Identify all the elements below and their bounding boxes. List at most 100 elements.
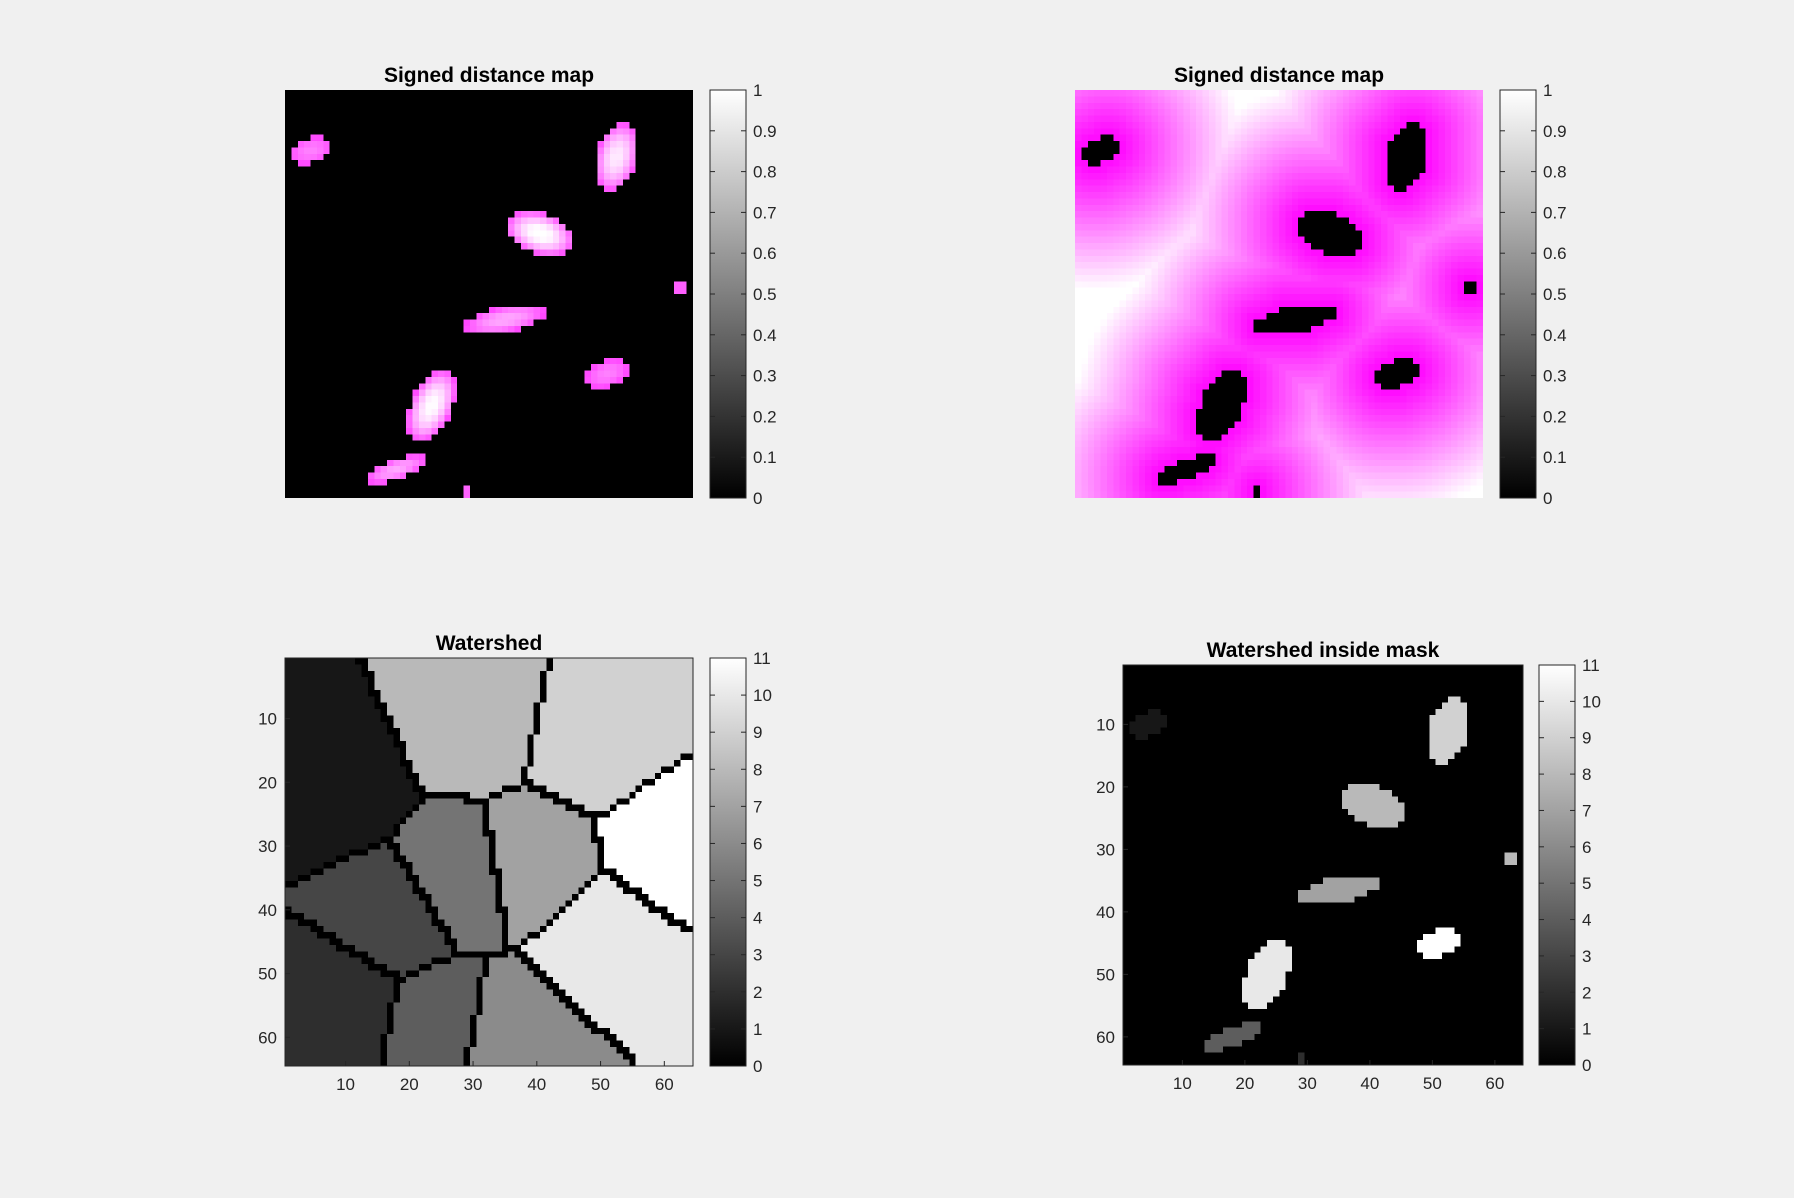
colorbar-frame [1538,664,1576,1066]
x-tick-label: 50 [1423,1074,1442,1093]
colorbar-tick-label: 1 [753,1020,762,1039]
plot-title: Signed distance map [384,64,594,87]
y-tick-label: 20 [1096,778,1115,797]
colorbar-tick-label: 5 [1582,874,1591,893]
y-tick-label: 30 [1096,840,1115,859]
colorbar-tick-label: 0.9 [1543,122,1567,141]
colorbar-tick-label: 0 [1543,489,1552,508]
heatmap-pixels [285,90,693,498]
y-tick-label: 30 [258,837,277,856]
colorbar-tick-label: 0.8 [1543,163,1567,182]
colorbar-tick-label: 0 [1582,1056,1591,1075]
y-tick-label: 10 [258,710,277,729]
axis-ticks: 10 20 30 40 50 60 10 20 30 40 50 60 [258,710,674,1094]
x-tick-label: 40 [1360,1074,1379,1093]
colorbar-tick-label: 5 [753,872,762,891]
colorbar-tick-label: 10 [753,686,772,705]
y-tick-label: 10 [1096,715,1115,734]
colorbar-tick-label: 2 [753,983,762,1002]
colorbar-tick-label: 1 [1582,1020,1591,1039]
colorbar-tick-label: 11 [753,649,771,668]
axes-box [284,657,694,1067]
subplot-bottom-right: Watershed inside mask 10 20 30 40 50 60102030… [1096,639,1601,1093]
y-tick-label: 60 [1096,1028,1115,1047]
colorbar: 1 0.9 0.8 0.7 0.6 0.5 0.4 0.3 0.2 0.1 0 [709,81,777,508]
colorbar-tick-label: 0.6 [753,244,777,263]
colorbar-tick-label: 0.4 [1543,326,1567,345]
x-tick-label: 50 [591,1075,610,1094]
heatmap-pixels [1123,665,1523,1065]
colorbar-tick-label: 0.1 [753,448,777,467]
colorbar-tick-label: 0.3 [753,367,777,386]
subplot-top-left: Signed distance map 1 0.9 0.8 0.7 0.6 0.5 0.4 0… [285,64,777,508]
colorbar-tick-label: 9 [1582,729,1591,748]
colorbar-ticks: 1 0.9 0.8 0.7 0.6 0.5 0.4 0.3 0.2 0.1 0 [710,81,777,508]
x-tick-label: 10 [1173,1074,1192,1093]
colorbar-tick-label: 0.9 [753,122,777,141]
x-tick-label: 40 [527,1075,546,1094]
heatmap-image [1075,90,1483,498]
x-tick-label: 60 [655,1075,674,1094]
colorbar-frame [709,657,747,1067]
colorbar-tick-label: 0.3 [1543,367,1567,386]
x-tick-label: 30 [464,1075,483,1094]
colorbar-tick-label: 2 [1582,983,1591,1002]
x-tick-label: 10 [336,1075,355,1094]
axes-box [1122,664,1524,1066]
colorbar-gradient [1500,90,1536,498]
subplot-top-right: Signed distance map 1 0.9 0.8 0.7 0.6 0.5 0.4 0… [1075,64,1567,508]
colorbar-tick-label: 8 [753,760,762,779]
colorbar-tick-label: 3 [1582,947,1591,966]
colorbar-tick-label: 10 [1582,692,1601,711]
colorbar-tick-label: 0.7 [753,203,777,222]
colorbar-tick-label: 4 [1582,911,1591,930]
heatmap-image [285,90,693,498]
y-tick-label: 20 [258,773,277,792]
heatmap-image [1123,665,1523,1065]
colorbar-tick-label: 4 [753,909,762,928]
colorbar-tick-label: 0.2 [753,407,777,426]
y-tick-label: 40 [258,901,277,920]
y-tick-label: 60 [258,1028,277,1047]
colorbar-tick-label: 0 [753,1057,762,1076]
colorbar-tick-label: 3 [753,946,762,965]
colorbar-tick-label: 7 [753,797,762,816]
colorbar-tick-label: 6 [1582,838,1591,857]
colorbar-ticks: 1 0.9 0.8 0.7 0.6 0.5 0.4 0.3 0.2 0.1 0 [1500,81,1567,508]
y-tick-label: 50 [1096,965,1115,984]
x-tick-label: 20 [1235,1074,1254,1093]
colorbar-tick-label: 8 [1582,765,1591,784]
y-tick-label: 40 [1096,903,1115,922]
heatmap-pixels [285,658,693,1066]
y-tick-label: 50 [258,965,277,984]
colorbar-tick-label: 0.4 [753,326,777,345]
colorbar-tick-label: 0.8 [753,163,777,182]
colorbar-tick-label: 0.1 [1543,448,1567,467]
colorbar-tick-label: 9 [753,723,762,742]
colorbar-tick-label: 0 [753,489,762,508]
colorbar-gradient [710,658,746,1066]
colorbar-tick-label: 6 [753,834,762,853]
colorbar-tick-label: 11 [1582,656,1600,675]
colorbar-tick-label: 1 [753,81,762,100]
colorbar-gradient [1539,665,1575,1065]
plot-title: Watershed inside mask [1207,639,1440,662]
x-tick-label: 30 [1298,1074,1317,1093]
colorbar: 1 0.9 0.8 0.7 0.6 0.5 0.4 0.3 0.2 0.1 0 [1499,81,1567,508]
heatmap-image [285,658,693,1066]
heatmap-pixels [1075,90,1483,498]
colorbar-tick-label: 0.2 [1543,407,1567,426]
colorbar-tick-label: 0.5 [1543,285,1567,304]
colorbar-gradient [710,90,746,498]
colorbar-tick-label: 0.7 [1543,203,1567,222]
plot-title: Watershed [436,632,543,655]
colorbar-tick-label: 1 [1543,81,1552,100]
x-tick-label: 60 [1485,1074,1504,1093]
x-tick-label: 20 [400,1075,419,1094]
